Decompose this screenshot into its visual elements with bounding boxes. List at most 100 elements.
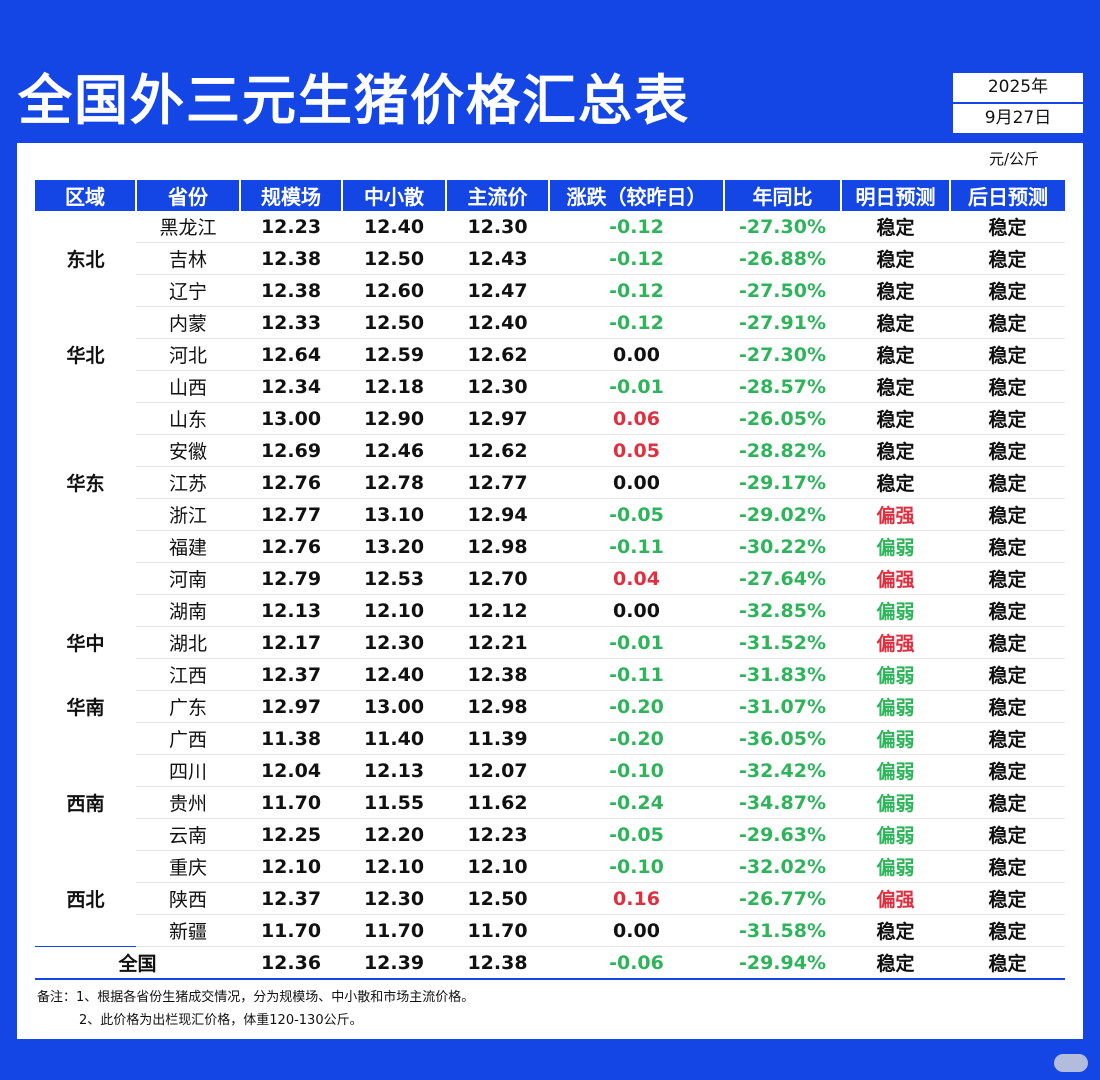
cell-small-farm: 11.40 — [342, 722, 446, 755]
cell-yoy: -31.83% — [724, 658, 841, 691]
cell-tomorrow: 偏弱 — [841, 722, 950, 755]
cell-large-farm: 12.10 — [240, 850, 342, 883]
cell-small-farm: 12.18 — [342, 370, 446, 403]
table-row: 华北 河北 12.64 12.59 12.62 0.00 -27.30% 稳定 稳定 — [35, 338, 1065, 371]
table-row: 华东 江苏 12.76 12.78 12.77 0.00 -29.17% 稳定 稳定 — [35, 466, 1065, 499]
cell-tomorrow: 偏弱 — [841, 754, 950, 787]
cell-change: -0.12 — [549, 211, 724, 243]
cell-main-price: 12.30 — [446, 211, 549, 243]
cell-main-price: 12.70 — [446, 562, 549, 595]
cell-province: 湖北 — [136, 626, 240, 659]
cell-yoy: -32.42% — [724, 754, 841, 787]
cell-yoy: -29.02% — [724, 498, 841, 531]
cell-yoy: -26.77% — [724, 882, 841, 915]
cell-large-farm: 12.97 — [240, 690, 342, 723]
cell-change: -0.11 — [549, 530, 724, 563]
cell-large-farm: 12.37 — [240, 658, 342, 691]
header-province: 省份 — [135, 180, 240, 211]
cell-day-after: 稳定 — [950, 914, 1065, 947]
cell-small-farm: 12.10 — [342, 850, 446, 883]
cell-region — [35, 755, 136, 787]
cell-change: -0.12 — [549, 306, 724, 339]
cell-region — [35, 435, 136, 467]
cell-main-price: 12.23 — [446, 818, 549, 851]
header-tomorrow: 明日预测 — [840, 180, 950, 211]
cell-large-farm: 12.33 — [240, 306, 342, 339]
cell-day-after: 稳定 — [950, 626, 1065, 659]
cell-yoy: -27.50% — [724, 274, 841, 307]
cell-change: -0.12 — [549, 242, 724, 275]
cell-yoy: -30.22% — [724, 530, 841, 563]
cell-region: 西北 — [66, 889, 105, 911]
header-large-farm: 规模场 — [239, 180, 342, 211]
date-year: 2025年 — [953, 73, 1083, 104]
cell-change: -0.11 — [549, 658, 724, 691]
total-tomorrow: 稳定 — [841, 946, 950, 980]
cell-small-farm: 12.10 — [342, 594, 446, 627]
header-yoy: 年同比 — [723, 180, 841, 211]
cell-change: 0.16 — [549, 882, 724, 915]
cell-main-price: 12.98 — [446, 530, 549, 563]
cell-main-price: 12.07 — [446, 754, 549, 787]
cell-main-price: 11.39 — [446, 722, 549, 755]
cell-tomorrow: 偏强 — [841, 626, 950, 659]
cell-change: 0.05 — [549, 434, 724, 467]
table-row: 湖南 12.13 12.10 12.12 0.00 -32.85% 偏弱 稳定 — [35, 594, 1065, 627]
cell-tomorrow: 稳定 — [841, 370, 950, 403]
cell-small-farm: 12.90 — [342, 402, 446, 435]
cell-day-after: 稳定 — [950, 722, 1065, 755]
cell-large-farm: 12.77 — [240, 498, 342, 531]
cell-small-farm: 12.20 — [342, 818, 446, 851]
cell-region: 华中 — [66, 633, 105, 655]
cell-tomorrow: 偏强 — [841, 882, 950, 915]
cell-small-farm: 12.46 — [342, 434, 446, 467]
cell-main-price: 11.70 — [446, 914, 549, 947]
cell-province: 福建 — [136, 530, 240, 563]
header-change: 涨跌（较昨日） — [548, 180, 724, 211]
cell-tomorrow: 稳定 — [841, 242, 950, 275]
cell-tomorrow: 稳定 — [841, 338, 950, 371]
cell-small-farm: 11.55 — [342, 786, 446, 819]
cell-tomorrow: 稳定 — [841, 274, 950, 307]
cell-small-farm: 13.10 — [342, 498, 446, 531]
table-row: 四川 12.04 12.13 12.07 -0.10 -32.42% 偏弱 稳定 — [35, 754, 1065, 787]
note-2: 2、此价格为出栏现汇价格，体重120-130公斤。 — [79, 1013, 363, 1028]
cell-small-farm: 12.53 — [342, 562, 446, 595]
cell-tomorrow: 偏强 — [841, 562, 950, 595]
cell-large-farm: 12.38 — [240, 242, 342, 275]
cell-change: -0.10 — [549, 850, 724, 883]
date-day: 9月27日 — [984, 108, 1052, 128]
cell-main-price: 12.50 — [446, 882, 549, 915]
cell-large-farm: 12.37 — [240, 882, 342, 915]
cell-region — [35, 371, 136, 403]
cell-change: -0.12 — [549, 274, 724, 307]
cell-large-farm: 12.76 — [240, 530, 342, 563]
cell-large-farm: 12.38 — [240, 274, 342, 307]
cell-tomorrow: 偏弱 — [841, 690, 950, 723]
table-row: 河南 12.79 12.53 12.70 0.04 -27.64% 偏强 稳定 — [35, 562, 1065, 595]
cell-day-after: 稳定 — [950, 211, 1065, 243]
cell-large-farm: 12.23 — [240, 211, 342, 243]
cell-day-after: 稳定 — [950, 818, 1065, 851]
cell-small-farm: 12.50 — [342, 242, 446, 275]
cell-province: 四川 — [136, 754, 240, 787]
cell-change: -0.24 — [549, 786, 724, 819]
cell-province: 河北 — [136, 338, 240, 371]
cell-yoy: -28.57% — [724, 370, 841, 403]
cell-region — [35, 307, 136, 339]
price-table: 区域 省份 规模场 中小散 主流价 涨跌（较昨日） 年同比 明日预测 后日预测 … — [35, 180, 1065, 980]
cell-large-farm: 12.17 — [240, 626, 342, 659]
cell-tomorrow: 稳定 — [841, 402, 950, 435]
cell-main-price: 12.62 — [446, 338, 549, 371]
cell-region — [35, 851, 136, 883]
page-title: 全国外三元生猪价格汇总表 — [18, 69, 690, 132]
cell-day-after: 稳定 — [950, 594, 1065, 627]
cell-region — [35, 915, 136, 947]
cell-yoy: -31.58% — [724, 914, 841, 947]
cell-province: 贵州 — [136, 786, 240, 819]
date-box: 2025年 9月27日 — [952, 72, 1084, 134]
total-small: 12.39 — [342, 946, 446, 980]
watermark-badge — [1054, 1054, 1088, 1072]
table-row: 华中 湖北 12.17 12.30 12.21 -0.01 -31.52% 偏强 稳定 — [35, 626, 1065, 659]
cell-region — [35, 499, 136, 531]
